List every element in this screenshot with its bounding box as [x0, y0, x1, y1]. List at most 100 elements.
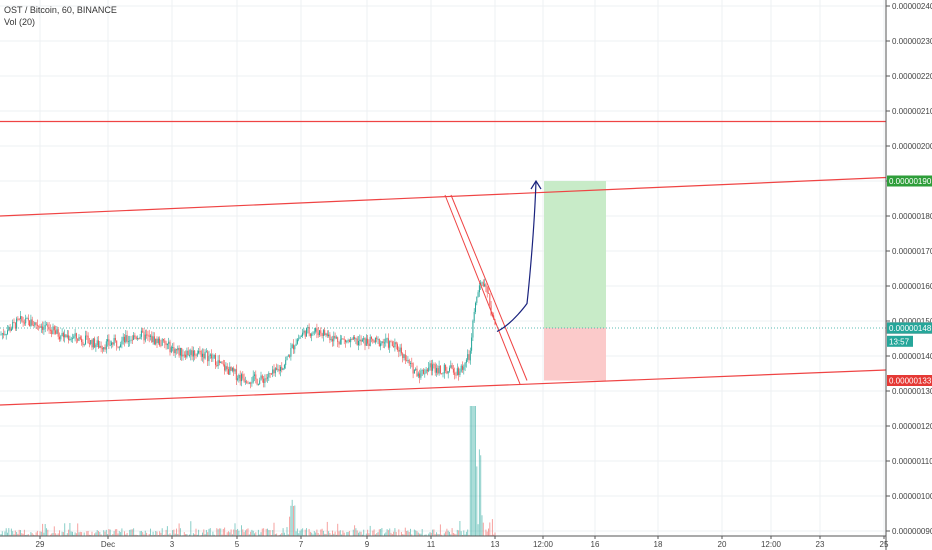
- volume-bar: [26, 534, 28, 536]
- candle: [250, 382, 252, 384]
- candle: [407, 360, 409, 361]
- candle: [0, 334, 2, 336]
- volume-bar: [347, 531, 349, 536]
- candle: [482, 282, 484, 287]
- volume-bar: [407, 530, 409, 536]
- volume-bar: [473, 406, 475, 536]
- candle: [38, 325, 40, 327]
- candle: [381, 341, 383, 344]
- candle: [127, 341, 129, 342]
- volume-bar: [329, 533, 331, 536]
- candle: [86, 335, 88, 337]
- candle: [322, 330, 324, 337]
- volume-bar: [112, 534, 114, 536]
- volume-bar: [299, 530, 301, 536]
- candle: [356, 338, 358, 346]
- volume-bar: [166, 526, 168, 536]
- candle: [346, 340, 348, 343]
- symbol-title[interactable]: OST / Bitcoin, 60, BINANCE: [4, 5, 117, 15]
- volume-bar: [434, 534, 436, 536]
- candle: [278, 369, 280, 372]
- volume-bar: [118, 531, 120, 536]
- volume-bar: [363, 529, 365, 536]
- candle: [64, 334, 66, 338]
- volume-bar: [408, 531, 410, 536]
- volume-bar: [387, 530, 389, 536]
- candle: [43, 326, 45, 330]
- candle: [449, 367, 450, 372]
- wedge-line-1[interactable]: [444, 194, 521, 385]
- candle: [1, 333, 3, 335]
- candle: [306, 328, 307, 337]
- volume-bar: [0, 534, 2, 536]
- volume-bar: [120, 532, 122, 536]
- volume-bar: [295, 531, 297, 536]
- candle: [114, 338, 116, 341]
- volume-bar: [276, 533, 278, 536]
- volume-bar: [465, 531, 467, 536]
- volume-bar: [449, 531, 450, 536]
- volume-bar: [304, 529, 306, 536]
- candle: [332, 339, 333, 342]
- candle: [29, 320, 31, 327]
- volume-bar: [18, 529, 20, 536]
- candle: [40, 326, 42, 328]
- candle: [276, 368, 278, 370]
- candle: [195, 355, 197, 357]
- candle: [122, 336, 124, 341]
- candle: [190, 350, 192, 355]
- candle: [181, 347, 183, 357]
- projection-path[interactable]: [496, 180, 537, 333]
- candle: [113, 338, 115, 345]
- volume-bar: [134, 534, 136, 536]
- candle: [216, 365, 218, 367]
- candle: [274, 368, 276, 374]
- candle: [280, 366, 281, 372]
- volume-bar: [217, 529, 219, 536]
- candle: [313, 331, 315, 333]
- candle: [309, 333, 311, 337]
- volume-bar: [55, 533, 57, 536]
- channel-upper-line[interactable]: [0, 176, 887, 217]
- volume-bar: [458, 530, 460, 536]
- candle: [350, 338, 352, 343]
- volume-bar: [385, 532, 387, 536]
- volume-indicator-label[interactable]: Vol (20): [4, 17, 36, 27]
- candle: [267, 377, 268, 379]
- target-zone[interactable]: [544, 181, 606, 328]
- candle: [255, 374, 257, 380]
- candle: [121, 340, 123, 345]
- channel-lower-line[interactable]: [0, 369, 887, 406]
- candle: [432, 364, 434, 371]
- candle: [55, 330, 57, 334]
- volume-bar: [186, 534, 188, 536]
- volume-bar: [260, 532, 262, 536]
- price-tick-label: 0.00000170: [892, 247, 932, 256]
- candle: [298, 338, 300, 340]
- volume-bar: [425, 534, 427, 536]
- stop-zone[interactable]: [544, 328, 606, 381]
- candle: [116, 340, 118, 347]
- volume-bar: [403, 534, 405, 536]
- volume-bar: [374, 534, 376, 536]
- volume-bar: [485, 529, 487, 536]
- candle: [259, 380, 261, 385]
- candle: [165, 343, 167, 346]
- candle: [112, 342, 114, 345]
- volume-bar: [234, 523, 236, 536]
- volume-bar: [1, 531, 3, 536]
- volume-bar: [306, 528, 307, 536]
- candle: [231, 367, 233, 371]
- candle: [70, 338, 72, 340]
- volume-bar: [439, 524, 441, 536]
- wedge-line-2[interactable]: [450, 194, 528, 381]
- candle: [34, 322, 36, 326]
- candle: [251, 382, 253, 384]
- volume-bar: [27, 534, 29, 536]
- volume-bar: [179, 528, 181, 536]
- candle: [485, 284, 487, 287]
- candle: [44, 325, 46, 327]
- volume-bar: [130, 529, 132, 536]
